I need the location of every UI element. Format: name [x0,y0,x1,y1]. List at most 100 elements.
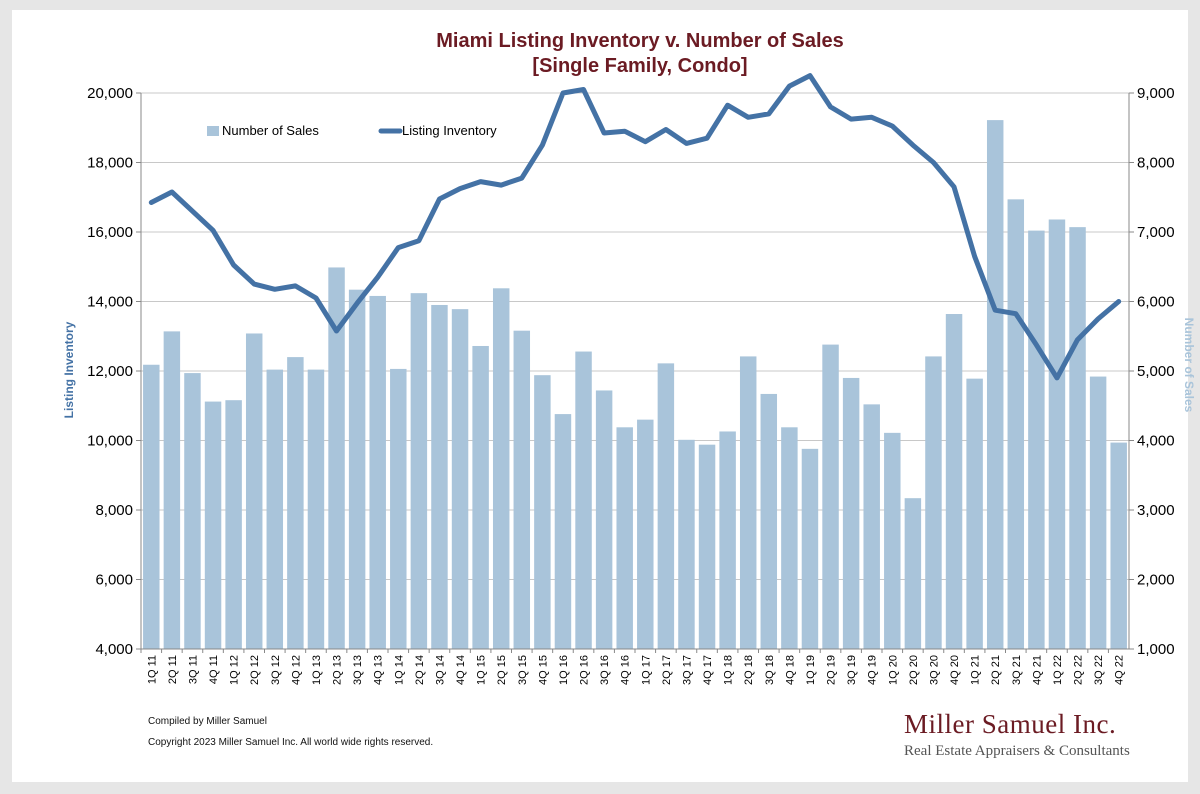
bar-number-of-sales [184,373,201,649]
bar-number-of-sales [739,356,757,649]
x-tick-label: 3Q 20 [929,655,941,685]
y-tick-label-left: 4,000 [95,641,133,658]
bar-number-of-sales [945,314,963,649]
x-tick-label: 3Q 19 [846,655,858,685]
bar-number-of-sales [163,331,181,649]
x-tick-label: 2Q 14 [414,655,426,685]
bar-number-of-sales [472,345,489,649]
bar-number-of-sales [390,368,407,649]
chart-title-block: Miami Listing Inventory v. Number of Sal… [0,29,1200,79]
y-tick-label-left: 16,000 [87,224,133,241]
legend-label-inventory: Listing Inventory [402,123,497,138]
bar-number-of-sales [698,444,716,649]
bar-number-of-sales [307,369,325,649]
bar-number-of-sales [554,414,572,649]
y-tick-label-left: 20,000 [87,85,133,102]
copyright-note: Copyright 2023 Miller Samuel Inc. All wo… [148,737,434,748]
x-tick-label: 3Q 12 [270,655,282,685]
bar-number-of-sales [616,427,633,649]
x-tick-label: 3Q 15 [517,655,529,685]
x-tick-label: 3Q 11 [188,655,200,684]
chart-title: Miami Listing Inventory v. Number of Sal… [436,30,844,52]
x-tick-label: 3Q 16 [599,655,611,685]
x-tick-label: 1Q 18 [723,655,735,685]
x-tick-label: 3Q 22 [1093,655,1105,685]
y-tick-label-right: 8,000 [1137,155,1175,172]
x-tick-label: 2Q 11 [167,655,179,684]
y-tick-label-right: 3,000 [1137,502,1175,519]
bar-number-of-sales [266,369,284,649]
bar-number-of-sales [143,364,160,649]
bar-number-of-sales [595,390,613,649]
bar-number-of-sales [781,427,798,649]
bar-number-of-sales [904,498,922,649]
x-tick-label: 3Q 13 [352,655,364,685]
bar-number-of-sales [410,293,428,649]
y-axis-label-right: Number of Sales [1182,318,1196,413]
x-tick-label: 1Q 16 [558,655,570,685]
x-tick-label: 4Q 21 [1031,655,1043,685]
x-tick-label: 3Q 18 [764,655,776,685]
x-tick-label: 2Q 13 [332,655,344,685]
x-tick-label: 4Q 11 [208,655,220,684]
legend: Number of Sales Listing Inventory [207,123,497,138]
x-tick-label: 2Q 19 [826,655,838,685]
bar-number-of-sales [225,400,242,649]
y-tick-label-left: 14,000 [87,294,133,311]
bar-number-of-sales [534,375,551,649]
x-tick-label: 4Q 14 [455,655,467,685]
bar-number-of-sales [204,401,222,649]
bar-number-of-sales [719,431,736,649]
y-tick-label-right: 1,000 [1137,641,1175,658]
y-tick-label-right: 5,000 [1137,363,1175,380]
y-tick-label-right: 6,000 [1137,294,1175,311]
brand-tagline: Real Estate Appraisers & Consultants [904,743,1130,759]
x-tick-label: 2Q 21 [990,655,1002,685]
x-tick-label: 2Q 15 [496,655,508,685]
bar-number-of-sales [822,344,839,649]
y-axis-label-left: Listing Inventory [62,321,76,418]
bar-number-of-sales [884,432,901,649]
x-tick-label: 1Q 11 [146,655,158,684]
bar-number-of-sales [328,267,345,649]
bar-number-of-sales [513,330,531,649]
y-tick-label-left: 12,000 [87,363,133,380]
bar-number-of-sales [925,356,942,649]
x-tick-label: 2Q 12 [249,655,261,685]
x-tick-label: 2Q 16 [579,655,591,685]
bar-number-of-sales [986,120,1004,650]
bar-number-of-sales [863,404,880,649]
x-tick-label: 1Q 21 [970,655,982,685]
bar-number-of-sales [245,333,263,649]
x-tick-label: 1Q 15 [476,655,488,685]
bar-number-of-sales [1028,230,1045,650]
y-tick-label-right: 2,000 [1137,572,1175,589]
x-tick-label: 2Q 20 [908,655,920,685]
bar-number-of-sales [637,419,654,649]
series-line-listing-inventory [148,73,1122,381]
x-tick-label: 3Q 21 [1011,655,1023,685]
bar-number-of-sales [1048,219,1066,650]
x-tick-label: 1Q 19 [805,655,817,685]
y-tick-label-left: 6,000 [95,572,133,589]
x-tick-label: 2Q 17 [661,655,673,685]
y-tick-label-right: 7,000 [1137,224,1175,241]
x-tick-label: 4Q 20 [949,655,961,685]
x-tick-label: 4Q 15 [537,655,549,685]
bar-number-of-sales [287,357,304,649]
bar-number-of-sales [451,309,469,649]
y-tick-label-left: 8,000 [95,502,133,519]
x-tick-label: 4Q 22 [1114,655,1126,685]
x-tick-label: 4Q 16 [620,655,632,685]
y-tick-label-right: 9,000 [1137,85,1175,102]
x-tick-label: 2Q 18 [743,655,755,685]
bar-number-of-sales [1069,227,1086,649]
x-tick-label: 4Q 13 [373,655,385,685]
x-tick-label: 1Q 17 [640,655,652,685]
bar-number-of-sales [1089,376,1107,649]
x-tick-label: 4Q 17 [702,655,714,685]
x-tick-label: 2Q 22 [1073,655,1085,685]
bar-number-of-sales [842,377,860,649]
y-tick-label-left: 18,000 [87,155,133,172]
x-tick-label: 1Q 13 [311,655,323,685]
